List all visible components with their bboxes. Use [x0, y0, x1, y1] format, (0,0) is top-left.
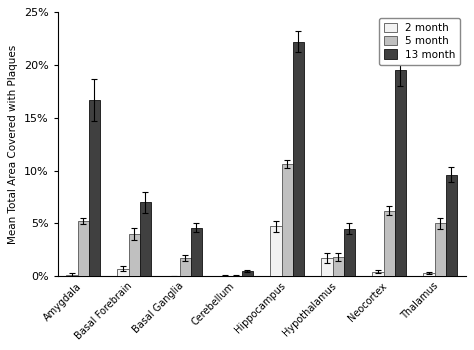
Bar [128, 234, 140, 276]
Bar [383, 211, 395, 276]
Bar [373, 272, 383, 276]
Bar [140, 202, 151, 276]
Bar [78, 221, 89, 276]
Bar [219, 275, 230, 276]
Bar [423, 273, 435, 276]
Bar [282, 164, 293, 276]
Legend: 2 month, 5 month, 13 month: 2 month, 5 month, 13 month [379, 18, 460, 65]
Bar [435, 223, 446, 276]
Bar [270, 226, 282, 276]
Bar [293, 42, 304, 276]
Bar [118, 269, 128, 276]
Bar [230, 275, 242, 276]
Bar [191, 228, 202, 276]
Bar [344, 229, 355, 276]
Bar [66, 275, 78, 276]
Bar [89, 100, 100, 276]
Bar [446, 175, 457, 276]
Bar [321, 258, 333, 276]
Bar [180, 258, 191, 276]
Bar [333, 257, 344, 276]
Y-axis label: Mean Total Area Covered with Plaques: Mean Total Area Covered with Plaques [9, 44, 18, 244]
Bar [395, 70, 406, 276]
Bar [242, 271, 253, 276]
